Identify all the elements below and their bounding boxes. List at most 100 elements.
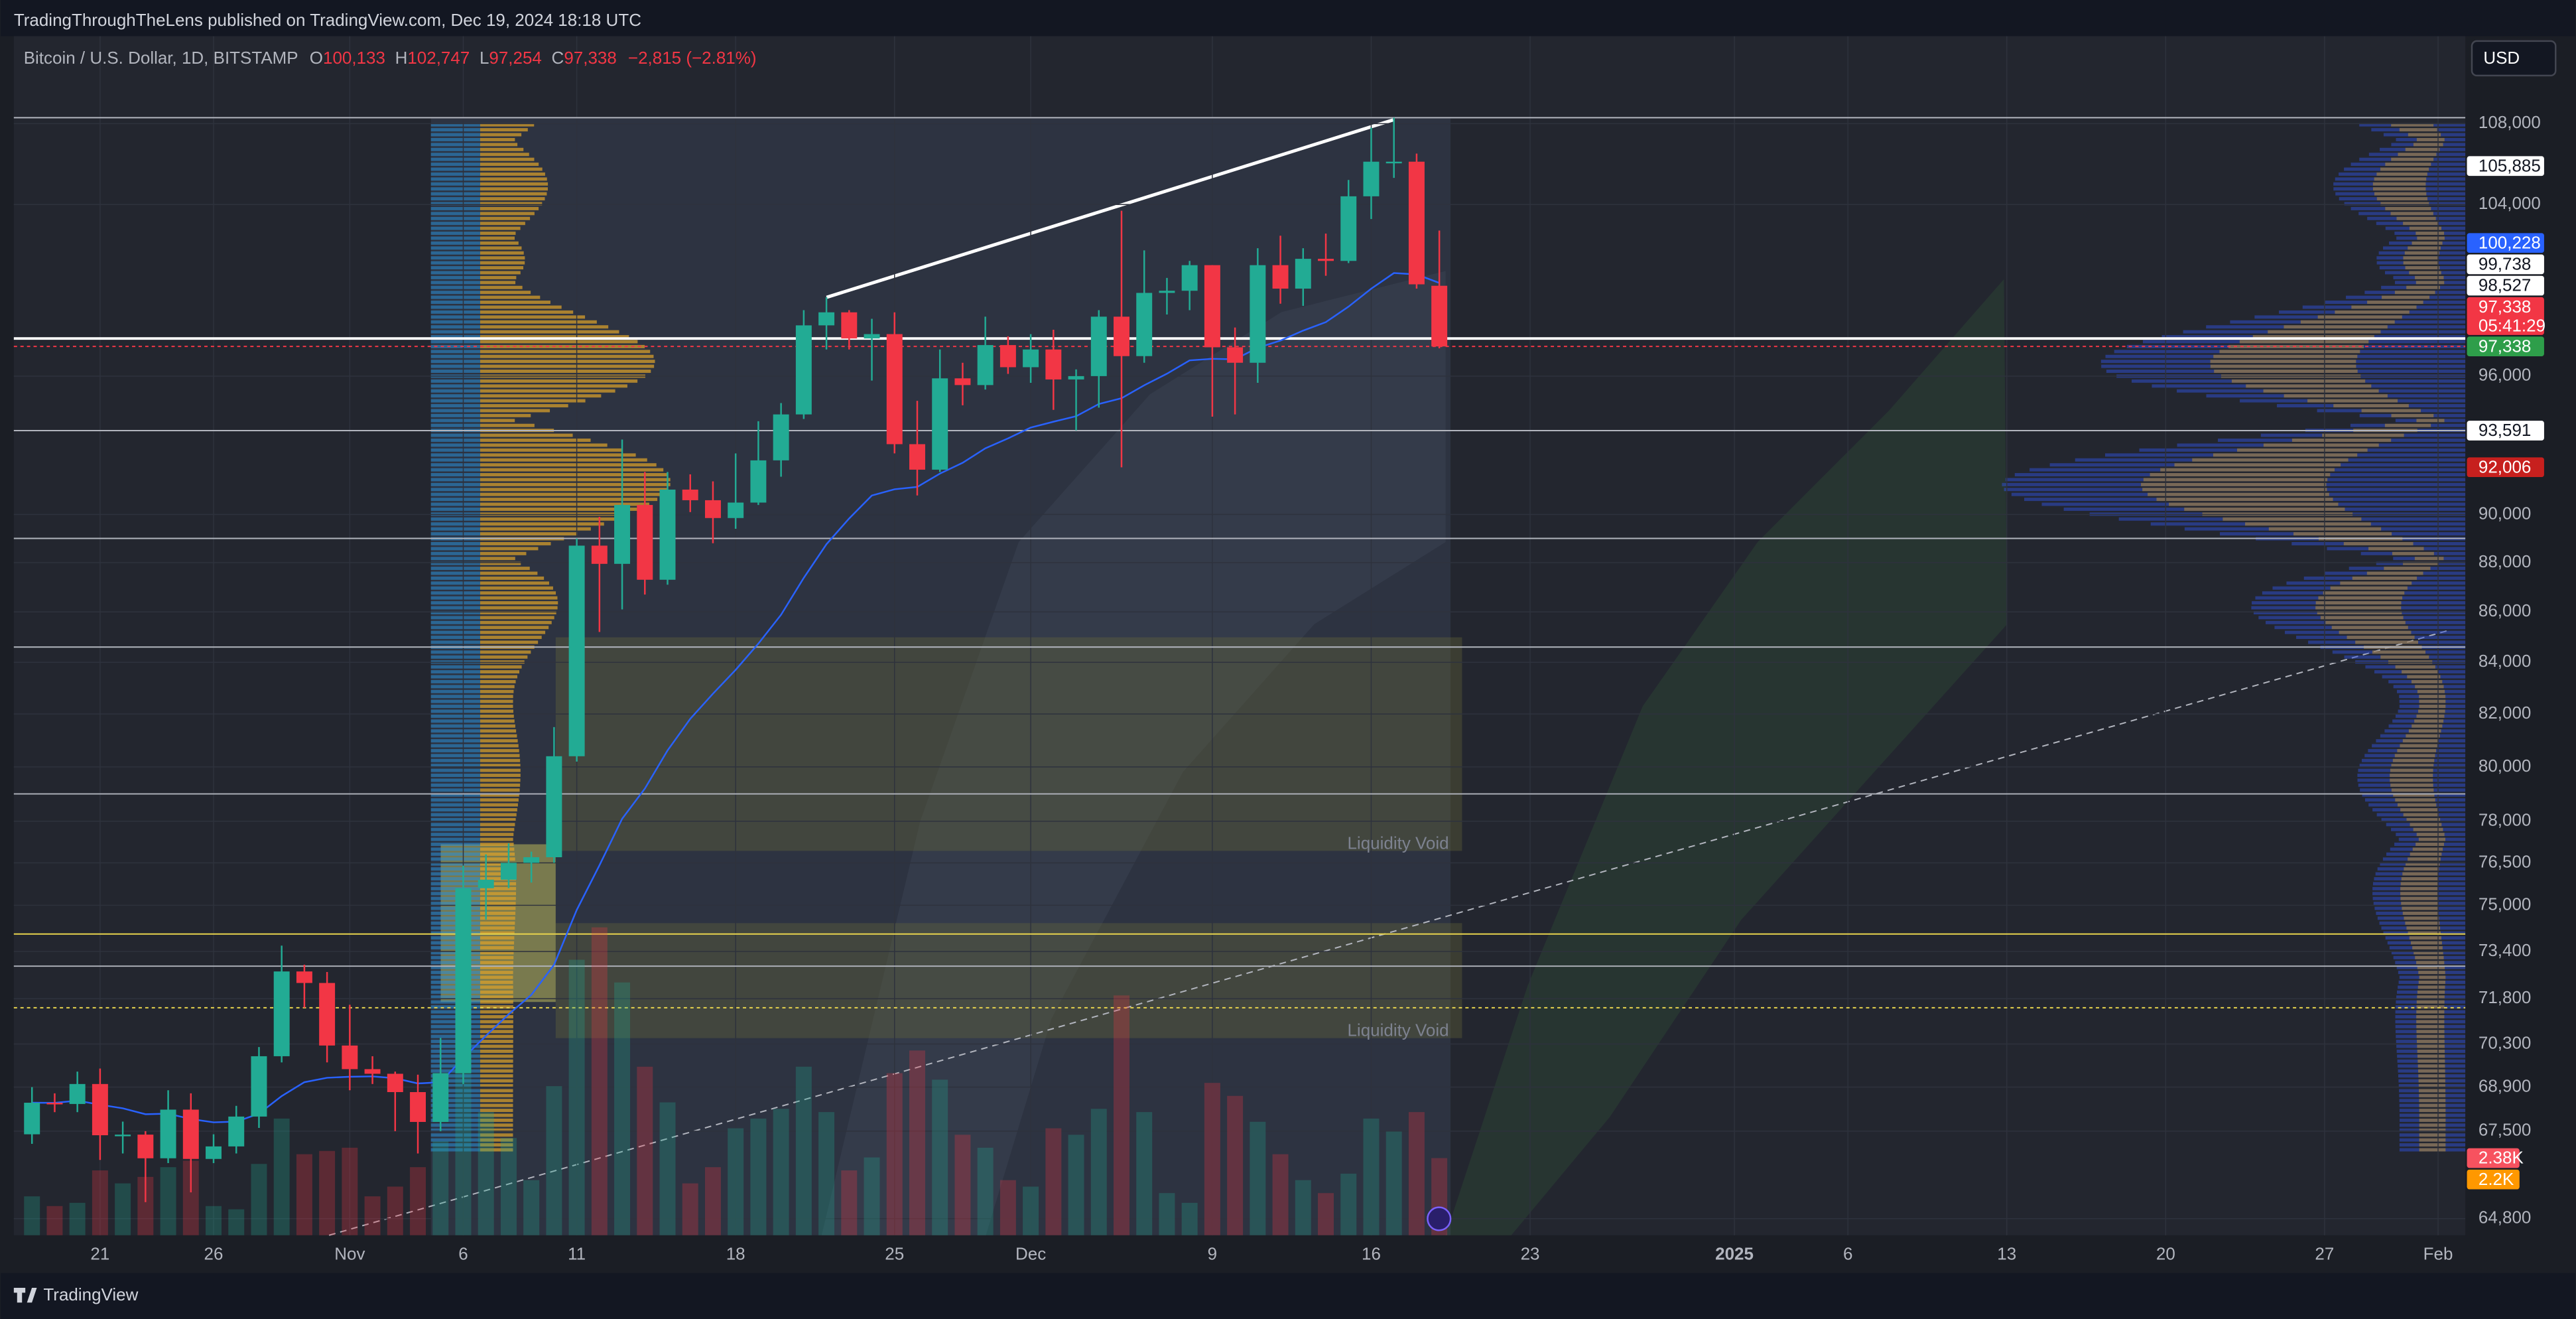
candle-body [704, 500, 721, 518]
profile-bar [430, 591, 480, 595]
profile-bar [2395, 665, 2435, 669]
profile-bar [430, 409, 480, 413]
profile-bar [480, 788, 520, 792]
profile-bar [2418, 971, 2445, 975]
profile-bar [480, 163, 539, 167]
volume-bar [319, 1150, 336, 1235]
profile-bar [480, 354, 654, 358]
volume-bar [1181, 1202, 1198, 1235]
profile-bar [430, 551, 480, 555]
price-tag-label: 93,591 [2479, 420, 2531, 440]
profile-bar [480, 985, 513, 989]
currency-label[interactable]: USD [2483, 48, 2520, 68]
candle-body [46, 1103, 63, 1105]
profile-bar [430, 1143, 480, 1147]
profile-bar [430, 413, 480, 417]
profile-bar [2415, 281, 2445, 285]
profile-bar [480, 275, 517, 279]
profile-bar [480, 557, 515, 561]
profile-bar [2414, 951, 2443, 955]
profile-bar [2150, 473, 2331, 476]
y-tick-label: 71,800 [2479, 987, 2531, 1007]
volume-bar [432, 1141, 449, 1235]
profile-bar [430, 488, 480, 492]
volume-bar [206, 1206, 222, 1235]
profile-bar [480, 916, 515, 920]
profile-bar [480, 847, 515, 851]
profile-bar [430, 192, 480, 196]
profile-bar [2410, 823, 2442, 827]
profile-bar [480, 1128, 513, 1132]
event-icon[interactable] [1427, 1206, 1452, 1231]
candle-body [886, 334, 903, 445]
profile-bar [480, 862, 516, 866]
profile-bar [480, 912, 516, 915]
profile-bar [2393, 793, 2435, 797]
profile-bar [430, 689, 480, 693]
price-tag-label: 99,738 [2479, 253, 2531, 273]
profile-bar [430, 709, 480, 713]
price-tag [2467, 254, 2544, 275]
profile-bar [2419, 1089, 2446, 1093]
profile-bar [2418, 837, 2445, 841]
profile-bar [430, 271, 480, 275]
profile-bar [480, 266, 524, 270]
profile-bar [2392, 551, 2434, 555]
profile-bar [480, 541, 551, 545]
candle-body [546, 756, 562, 858]
profile-bar [2355, 640, 2418, 644]
profile-bar [480, 1010, 513, 1014]
cloud [1445, 279, 2008, 1235]
profile-bar [2408, 246, 2441, 250]
profile-bar [430, 852, 480, 856]
profile-bar [480, 344, 645, 348]
profile-bar [430, 266, 480, 270]
volume-bar [1023, 1186, 1039, 1235]
volume-bar [682, 1183, 698, 1235]
price-tag [2467, 457, 2544, 478]
profile-bar [2156, 498, 2333, 502]
profile-bar [430, 123, 480, 127]
profile-bar [480, 665, 522, 669]
liquidity-void [555, 923, 1462, 1038]
profile-bar [2419, 699, 2446, 703]
volume-bar [1318, 1193, 1334, 1235]
profile-bar [2418, 1079, 2445, 1083]
volume-bar [455, 1040, 472, 1235]
profile-bar [430, 567, 480, 571]
volume-bar [296, 1154, 312, 1235]
profile-bar [430, 492, 480, 496]
profile-bar [430, 685, 480, 689]
profile-bar [480, 488, 669, 492]
profile-bar [430, 482, 480, 486]
marks [13, 36, 2466, 1235]
profile-bar [480, 295, 541, 299]
profile-bar [430, 754, 480, 758]
profile-bar [480, 128, 528, 132]
profile-bar [480, 833, 514, 837]
price-tag-label: 100,228 [2479, 232, 2541, 252]
profile-bar [2414, 557, 2444, 561]
profile-bar [2400, 744, 2437, 748]
volume-bar [137, 1176, 154, 1235]
annotation: Liquidity Void [1347, 1020, 1449, 1040]
profile-bar [430, 478, 480, 482]
profile-bar [2323, 591, 2405, 595]
currency-button[interactable] [2471, 40, 2557, 77]
profile-bar [430, 1148, 480, 1152]
profile-bar [2148, 492, 2329, 496]
candle-body [523, 857, 540, 863]
profile-bar [480, 448, 623, 452]
profile-bar [480, 902, 516, 906]
profile-bar [480, 857, 515, 861]
candle-body [342, 1045, 358, 1070]
profile-bar [430, 147, 480, 151]
profile-bar [2406, 285, 2440, 289]
profile-bar [430, 586, 480, 590]
profile-bar [480, 473, 669, 476]
profile-bar [430, 532, 480, 536]
profile-bar [480, 532, 578, 536]
profile-bar [430, 1089, 480, 1093]
profile-bar [480, 492, 664, 496]
legend-c: C [552, 48, 564, 68]
